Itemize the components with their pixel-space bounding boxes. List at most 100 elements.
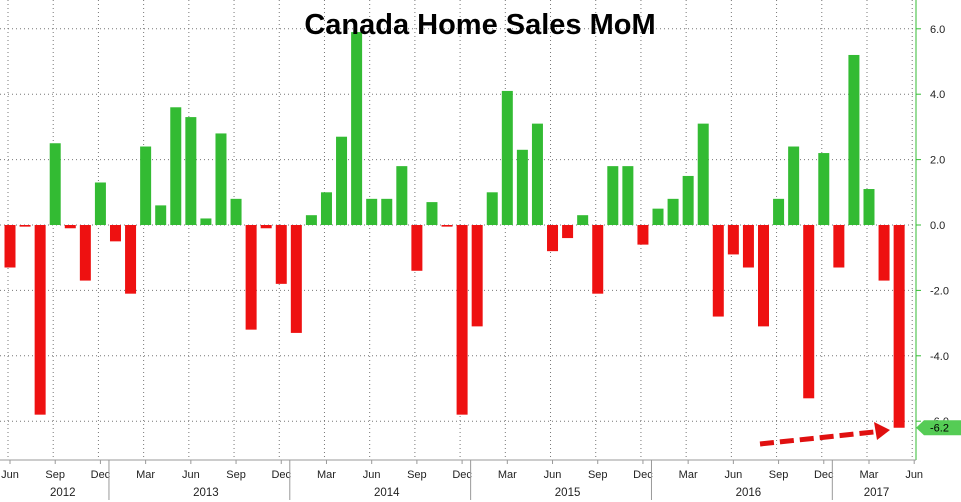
bar	[712, 225, 724, 317]
bar	[426, 202, 438, 225]
bar	[803, 225, 815, 399]
bar	[396, 166, 408, 225]
bar	[833, 225, 845, 268]
bar	[125, 225, 137, 294]
year-label: 2017	[864, 487, 890, 499]
bar	[592, 225, 604, 294]
x-tick-label: Dec	[91, 469, 111, 481]
bar	[516, 149, 528, 225]
bar	[547, 225, 559, 252]
x-tick-label: Mar	[498, 469, 517, 481]
bars	[4, 32, 905, 428]
bar	[622, 166, 634, 225]
bar	[230, 198, 242, 225]
x-tick-label: Sep	[769, 469, 789, 481]
x-tick-label: Jun	[544, 469, 562, 481]
x-tick-label: Jun	[905, 469, 923, 481]
bar	[336, 136, 348, 225]
x-tick-label: Jun	[363, 469, 381, 481]
year-label: 2016	[736, 487, 762, 499]
x-tick-label: Dec	[452, 469, 472, 481]
bar	[185, 117, 197, 225]
bar	[682, 175, 694, 225]
x-tick-label: Mar	[317, 469, 336, 481]
annotation-arrow-head	[874, 422, 890, 440]
x-tick-label: Sep	[407, 469, 427, 481]
bar	[305, 215, 317, 225]
x-axis: Jun Sep Dec Mar Jun Sep Dec Mar Jun Sep Dec Mar Jun S…	[0, 459, 923, 500]
last-value-label: -6.2	[930, 423, 949, 435]
bar	[290, 225, 302, 333]
x-tick-label: Sep	[588, 469, 608, 481]
bar	[411, 225, 423, 271]
bar	[637, 225, 649, 245]
bar	[140, 146, 152, 225]
bar	[486, 192, 498, 225]
bar	[155, 205, 167, 225]
y-tick-label: 6.0	[930, 24, 945, 36]
year-label: 2013	[193, 487, 219, 499]
bar	[275, 225, 287, 284]
bar	[215, 133, 227, 225]
bar	[562, 225, 574, 239]
bar	[245, 225, 257, 330]
bar	[893, 225, 905, 428]
annotation-arrow-line	[759, 429, 875, 447]
gridlines	[0, 0, 916, 460]
y-tick-label: 4.0	[930, 89, 945, 101]
bar	[818, 153, 830, 225]
bar	[49, 143, 61, 225]
bar	[577, 215, 589, 225]
x-tick-label: Sep	[226, 469, 246, 481]
bar	[200, 218, 212, 225]
bar	[381, 198, 393, 225]
bar	[667, 198, 679, 225]
x-tick-label: Mar	[136, 469, 155, 481]
bar	[652, 208, 664, 225]
chart-title: Canada Home Sales MoM	[304, 9, 655, 41]
bar	[471, 225, 483, 327]
bar	[773, 198, 785, 225]
bar	[788, 146, 800, 225]
year-label: 2015	[555, 487, 581, 499]
year-label: 2012	[50, 487, 76, 499]
bar	[697, 123, 709, 225]
y-tick-label: 2.0	[930, 155, 945, 167]
x-tick-label: Dec	[814, 469, 834, 481]
bar	[531, 123, 543, 225]
x-tick-label: Dec	[633, 469, 653, 481]
x-tick-label: Mar	[679, 469, 698, 481]
bar	[170, 107, 182, 225]
bar	[34, 225, 46, 415]
x-tick-label: Jun	[182, 469, 200, 481]
year-label: 2014	[374, 487, 400, 499]
bar	[79, 225, 91, 281]
x-tick-label: Dec	[271, 469, 291, 481]
bar	[878, 225, 890, 281]
x-tick-label: Jun	[724, 469, 742, 481]
y-axis: 6.04.02.00.0-2.0-4.0-6.0-6.2	[915, 0, 961, 460]
y-tick-label: -2.0	[930, 285, 949, 297]
bar	[501, 90, 513, 226]
bar	[727, 225, 739, 255]
bar	[320, 192, 332, 225]
x-tick-label: Sep	[45, 469, 65, 481]
bar	[863, 189, 875, 225]
bar	[19, 225, 31, 227]
annotations	[759, 422, 890, 447]
bar	[441, 225, 453, 227]
bar	[607, 166, 619, 225]
bar	[758, 225, 769, 327]
bar	[742, 225, 754, 268]
bar	[94, 182, 106, 225]
y-tick-label: -4.0	[930, 351, 949, 363]
bar	[351, 32, 363, 225]
bar	[4, 225, 16, 268]
x-tick-label: Jun	[1, 469, 19, 481]
last-value-marker	[916, 420, 961, 436]
x-tick-label: Mar	[860, 469, 879, 481]
bar	[848, 54, 860, 226]
bar	[366, 198, 378, 225]
